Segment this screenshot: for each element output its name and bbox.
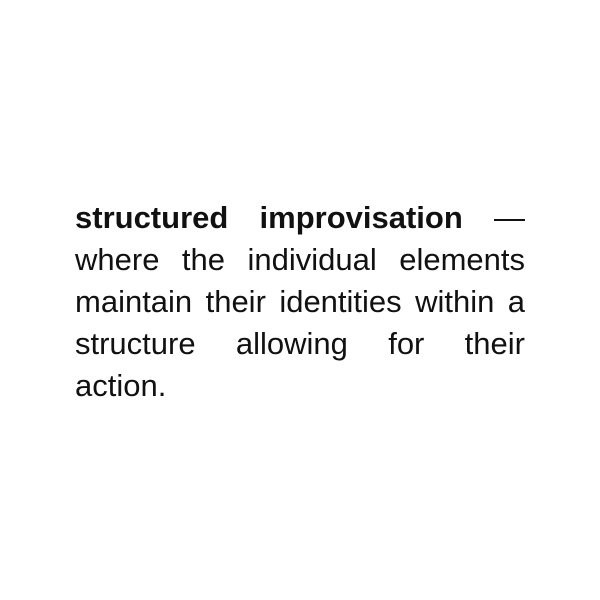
quote-body: — where the individual elements maintain…: [75, 200, 525, 403]
quote-emphasis: structured improvisation: [75, 200, 463, 235]
quote-text: structured improvisation — where the ind…: [75, 197, 525, 407]
